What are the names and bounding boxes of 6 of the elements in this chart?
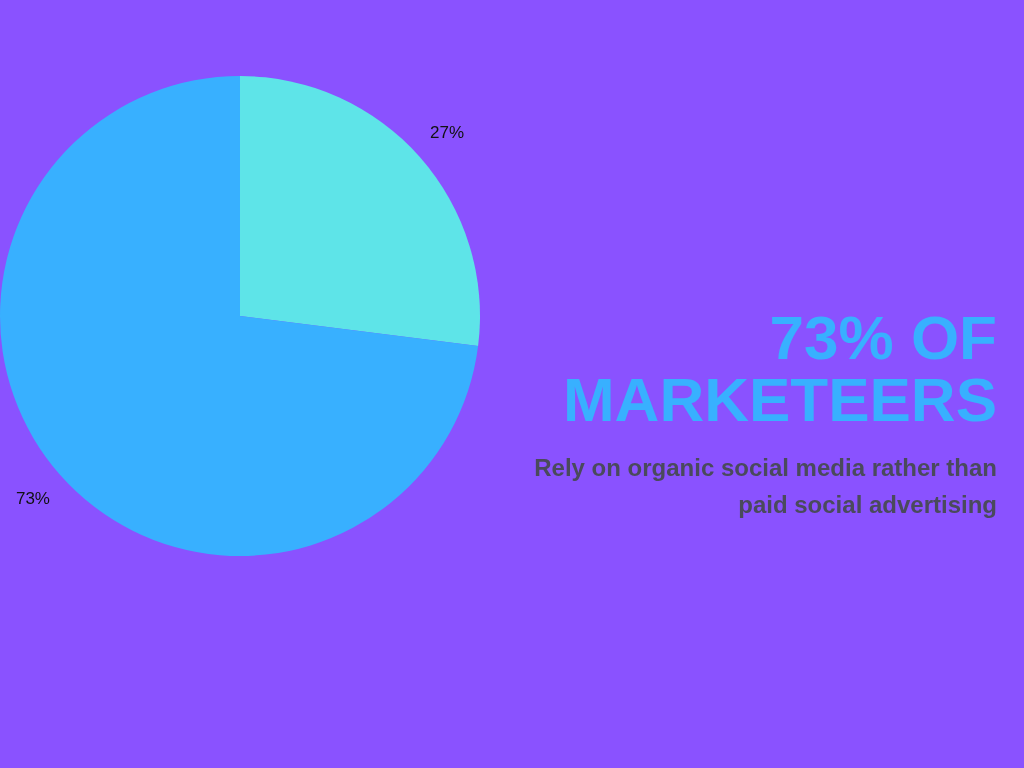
pie-slice bbox=[240, 76, 480, 347]
text: Rely on organic social media rather than paid social advertising bbox=[534, 454, 997, 518]
data-label: 27% bbox=[430, 123, 465, 143]
text: 73% OF MARKETEERS bbox=[562, 303, 997, 434]
pie-slice bbox=[0, 76, 479, 556]
data-label: 73% bbox=[15, 488, 50, 508]
